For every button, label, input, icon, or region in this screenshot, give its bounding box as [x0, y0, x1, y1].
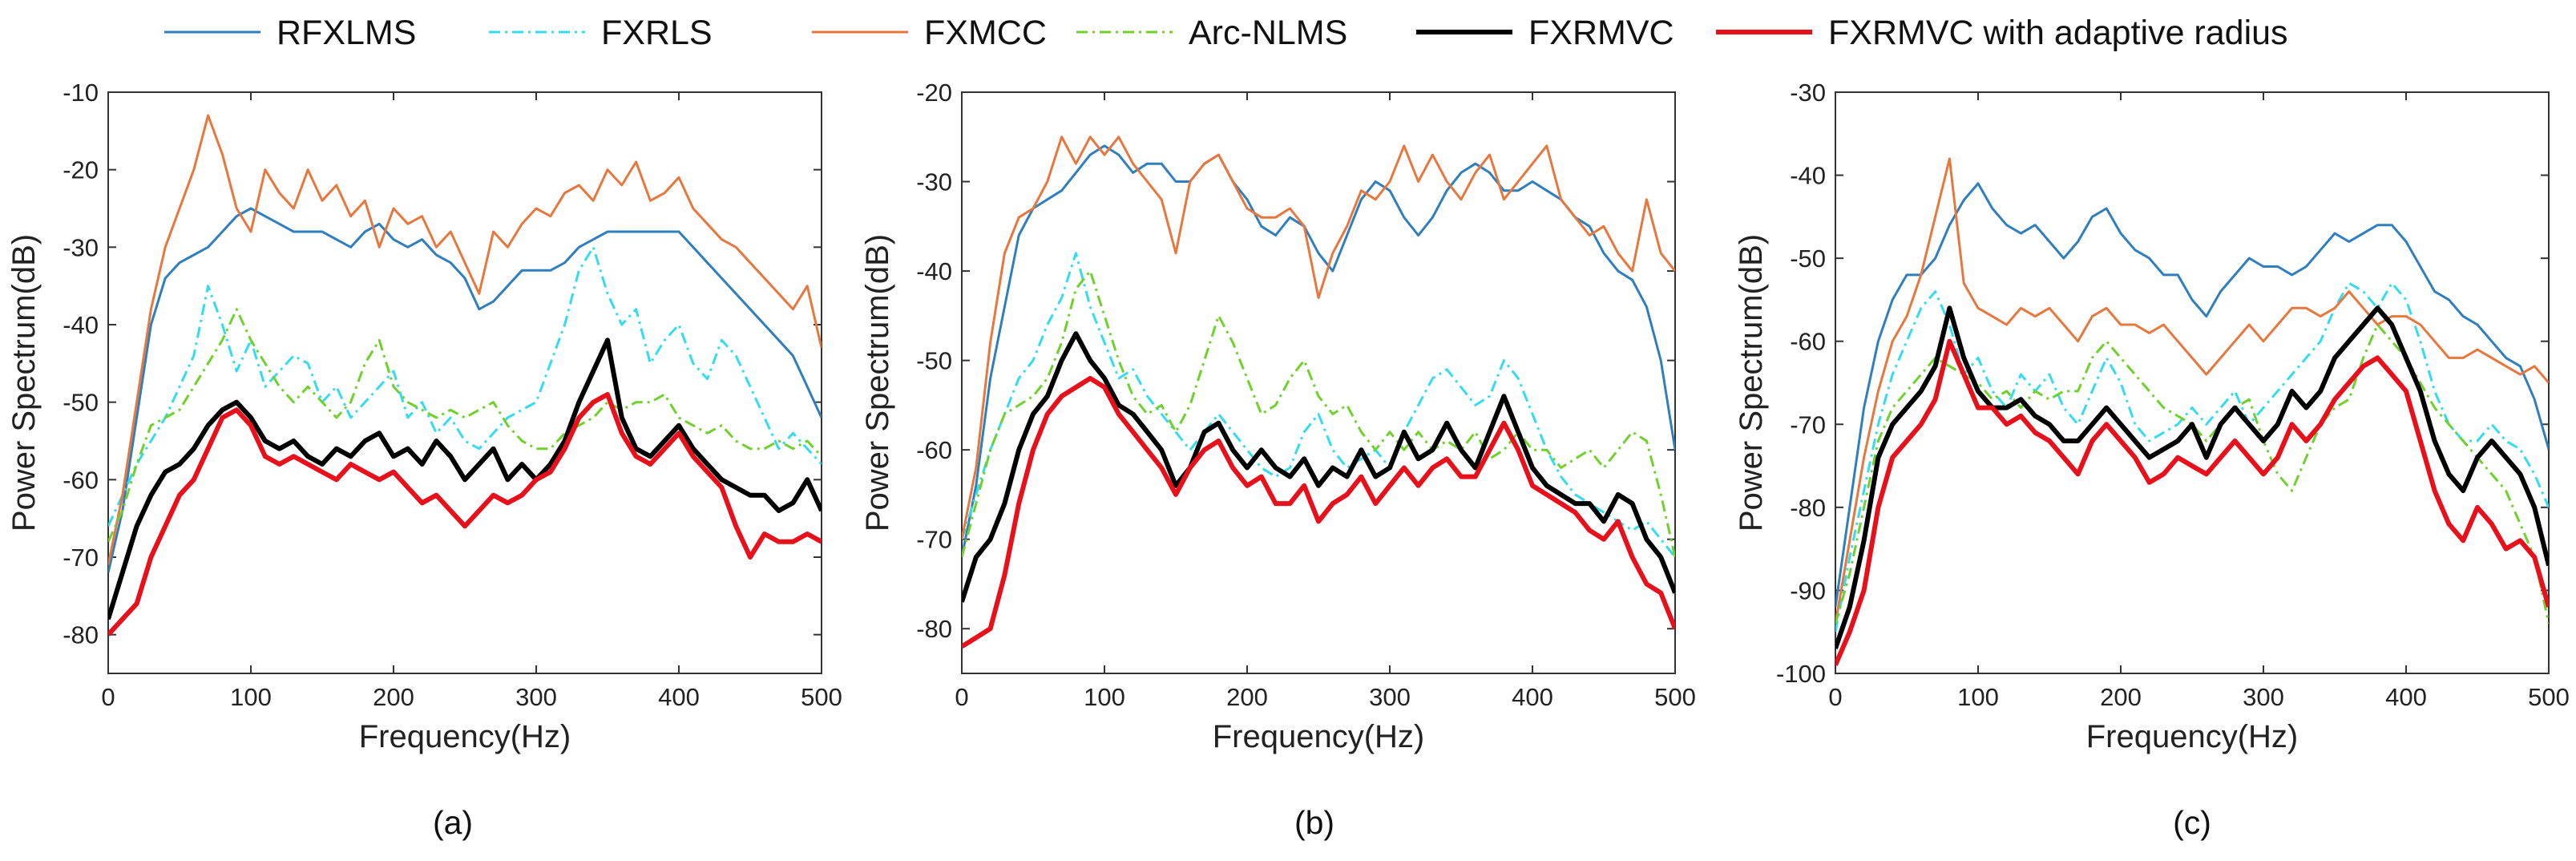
- x-tick-label: 0: [101, 683, 115, 711]
- x-tick-label: 400: [1512, 683, 1553, 711]
- legend-label: FXMCC: [924, 14, 1047, 52]
- x-tick-label: 200: [373, 683, 414, 711]
- x-axis-label: Frequency(Hz): [2086, 719, 2299, 754]
- series-line-fxrls: [1835, 281, 2549, 633]
- series-line-fxrls: [962, 252, 1675, 558]
- y-axis-label: Power Spectrum(dB): [6, 234, 42, 532]
- series-line-arc-nlms: [1835, 323, 2549, 625]
- series-line-fxmcc: [108, 114, 822, 566]
- series-line-fxmcc: [962, 135, 1675, 540]
- y-tick-label: -60: [63, 466, 99, 494]
- x-tick-label: 500: [2528, 683, 2570, 711]
- y-tick-label: -50: [63, 389, 99, 417]
- legend-item-fxmcc: FXMCC: [812, 14, 1047, 52]
- legend-label: FXRMVC with adaptive radius: [1828, 14, 2288, 52]
- y-axis-label: Power Spectrum(dB): [860, 234, 895, 532]
- series-line-fxrmvc-with-adaptive-radius: [108, 392, 822, 637]
- series-line-rfxlms: [108, 207, 822, 573]
- series-group: [962, 135, 1675, 649]
- series-line-fxrmvc: [1835, 305, 2549, 649]
- panel-c: 0 100 200 300 400 500 -30 -40 -50 -60 -70 -80 -90 -10…: [1734, 79, 2570, 841]
- x-tick-label: 500: [1654, 683, 1696, 711]
- panel-a: 0 100 200 300 400 500 -10 -20 -30 -40 -50 -60 -70 -80…: [6, 79, 842, 841]
- series-group: [108, 114, 822, 637]
- x-axis-label: Frequency(Hz): [1213, 719, 1425, 754]
- panel-caption: (c): [2173, 804, 2211, 841]
- legend-label: FXRMVC: [1528, 14, 1674, 52]
- legend-item-fxrls: FXRLS: [489, 14, 713, 52]
- x-tick-label: 0: [1828, 683, 1842, 711]
- y-tick-label: -70: [1790, 410, 1826, 439]
- y-tick-label: -50: [1790, 245, 1826, 273]
- y-tick-label: -90: [1790, 576, 1826, 604]
- series-group: [1835, 157, 2549, 666]
- chart-panels: 0 100 200 300 400 500 -10 -20 -30 -40 -50 -60 -70 -80…: [6, 79, 2570, 841]
- x-tick-label: 0: [955, 683, 968, 711]
- legend-label: FXRLS: [601, 14, 713, 52]
- legend-item-fxrmvc: FXRMVC: [1416, 14, 1674, 52]
- legend-label: Arc-NLMS: [1189, 14, 1347, 52]
- series-line-fxrmvc: [962, 331, 1675, 603]
- axes-frame: [1835, 91, 2550, 674]
- x-tick-label: 300: [2243, 683, 2284, 711]
- series-line-rfxlms: [1835, 182, 2549, 608]
- legend-label: RFXLMS: [277, 14, 416, 52]
- axes-frame: [961, 91, 1676, 674]
- y-tick-label: -70: [916, 526, 952, 554]
- x-tick-label: 100: [1084, 683, 1125, 711]
- series-line-rfxlms: [962, 144, 1675, 558]
- y-tick-label: -60: [1790, 328, 1826, 356]
- x-tick-label: 400: [2385, 683, 2427, 711]
- x-tick-label: 200: [2100, 683, 2142, 711]
- y-tick-label: -100: [1776, 660, 1826, 688]
- y-tick-label: -70: [63, 544, 99, 572]
- y-tick-label: -30: [916, 168, 952, 196]
- y-tick-label: -30: [63, 233, 99, 261]
- y-tick-label: -40: [1790, 162, 1826, 190]
- legend-item-arc-nlms: Arc-NLMS: [1076, 14, 1347, 52]
- x-tick-label: 400: [658, 683, 700, 711]
- x-tick-label: 300: [515, 683, 557, 711]
- x-axis-label: Frequency(Hz): [359, 719, 571, 754]
- y-axis-label: Power Spectrum(dB): [1734, 234, 1769, 532]
- y-tick-label: -10: [63, 79, 99, 107]
- y-tick-label: -60: [916, 436, 952, 464]
- series-line-fxrmvc: [108, 338, 822, 620]
- x-tick-label: 300: [1369, 683, 1411, 711]
- series-line-fxmcc: [1835, 157, 2549, 625]
- legend: RFXLMS FXRLS FXMCC Arc-NLMS FXRMVC FXRMVC wit…: [164, 14, 2288, 52]
- y-tick-label: -20: [916, 79, 952, 107]
- y-tick-label: -20: [63, 156, 99, 184]
- y-tick-label: -80: [916, 615, 952, 643]
- panel-caption: (a): [433, 804, 473, 841]
- series-line-arc-nlms: [108, 308, 822, 543]
- x-tick-label: 500: [801, 683, 842, 711]
- panel-b: 0 100 200 300 400 500 -20 -30 -40 -50 -60 -70 -80 Fre…: [860, 79, 1696, 841]
- series-line-fxrmvc-with-adaptive-radius: [962, 375, 1675, 649]
- y-tick-label: -50: [916, 347, 952, 375]
- series-line-fxrls: [108, 245, 822, 527]
- x-tick-label: 100: [230, 683, 272, 711]
- x-tick-label: 100: [1957, 683, 1999, 711]
- series-line-fxrmvc-with-adaptive-radius: [1835, 338, 2549, 666]
- y-tick-label: -40: [63, 311, 99, 339]
- y-tick-label: -40: [916, 257, 952, 285]
- series-line-arc-nlms: [962, 269, 1675, 558]
- axes-frame: [107, 91, 822, 674]
- y-tick-label: -80: [1790, 494, 1826, 522]
- legend-item-rfxlms: RFXLMS: [164, 14, 416, 52]
- y-tick-label: -80: [63, 621, 99, 649]
- panel-caption: (b): [1294, 804, 1334, 841]
- y-tick-label: -30: [1790, 79, 1826, 107]
- legend-item-fxrmvc-with-adaptive-radius: FXRMVC with adaptive radius: [1716, 14, 2288, 52]
- x-tick-label: 200: [1226, 683, 1268, 711]
